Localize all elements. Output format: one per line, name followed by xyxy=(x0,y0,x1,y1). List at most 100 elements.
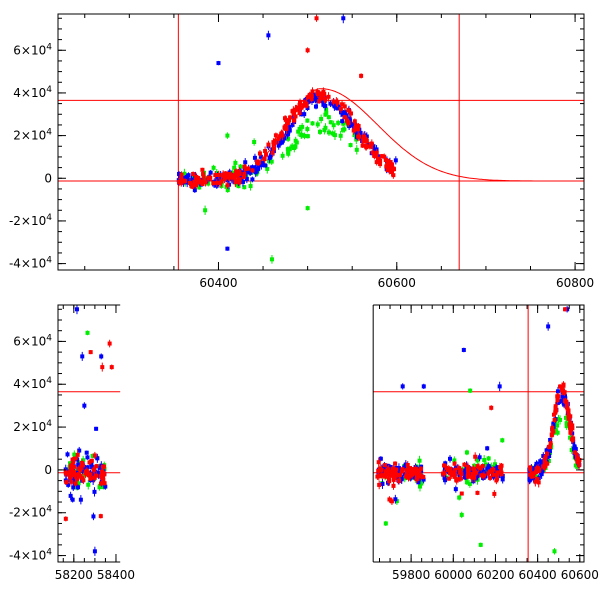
data-point xyxy=(190,182,195,187)
data-point xyxy=(293,114,298,119)
data-point xyxy=(417,484,422,489)
data-point xyxy=(177,179,182,184)
data-point xyxy=(569,448,574,453)
axis-frame-left xyxy=(57,304,121,563)
data-point xyxy=(203,180,208,185)
data-point xyxy=(447,466,452,471)
data-point xyxy=(559,388,564,393)
data-point xyxy=(551,412,556,417)
data-point xyxy=(552,417,557,422)
data-point xyxy=(305,134,310,139)
data-point xyxy=(324,107,329,112)
data-point xyxy=(355,130,360,135)
data-point xyxy=(100,365,105,370)
data-point xyxy=(568,435,573,440)
data-point xyxy=(286,136,291,141)
data-point xyxy=(98,514,103,519)
data-point xyxy=(261,160,266,165)
data-point xyxy=(573,447,578,452)
data-point xyxy=(208,170,213,175)
data-point xyxy=(535,477,540,482)
data-point xyxy=(377,482,382,487)
data-point xyxy=(255,161,260,166)
data-point xyxy=(340,127,345,132)
data-point xyxy=(356,124,361,129)
data-point xyxy=(186,177,191,182)
data-point xyxy=(467,481,472,486)
data-point xyxy=(206,176,211,181)
data-point xyxy=(298,101,303,106)
data-point xyxy=(571,436,576,441)
data-point xyxy=(301,103,306,108)
data-point xyxy=(419,481,424,486)
data-point xyxy=(307,92,312,97)
data-point xyxy=(238,164,243,169)
data-point xyxy=(72,452,77,457)
data-point xyxy=(71,485,76,490)
data-point xyxy=(462,470,467,475)
data-point xyxy=(101,464,106,469)
data-point xyxy=(453,465,458,470)
data-point xyxy=(318,129,323,134)
data-point xyxy=(539,472,544,477)
data-point xyxy=(458,468,463,473)
data-point xyxy=(398,473,403,478)
data-point xyxy=(187,181,192,186)
data-point xyxy=(470,475,475,480)
data-point xyxy=(200,182,205,187)
data-point xyxy=(468,388,473,393)
data-point xyxy=(243,160,248,165)
data-point xyxy=(385,158,390,163)
data-point xyxy=(243,167,248,172)
data-point xyxy=(336,120,341,125)
data-point xyxy=(534,474,539,479)
data-point xyxy=(482,458,487,463)
data-point xyxy=(71,464,76,469)
data-point xyxy=(453,487,458,492)
data-point xyxy=(333,104,338,109)
data-point xyxy=(69,463,74,468)
data-point xyxy=(85,455,90,460)
data-point xyxy=(388,166,393,171)
x-tick-label: 58400 xyxy=(97,568,135,582)
y-tick-label: 0 xyxy=(44,171,52,185)
data-point xyxy=(383,469,388,474)
data-point xyxy=(454,478,459,483)
data-point xyxy=(528,467,533,472)
data-point xyxy=(464,450,469,455)
data-point xyxy=(575,455,580,460)
data-point xyxy=(317,99,322,104)
data-point xyxy=(244,176,249,181)
data-point xyxy=(564,415,569,420)
data-point xyxy=(560,398,565,403)
data-point xyxy=(292,118,297,123)
data-point xyxy=(499,463,504,468)
data-point xyxy=(376,468,381,473)
data-point xyxy=(278,133,283,138)
data-point xyxy=(412,469,417,474)
data-point xyxy=(378,466,383,471)
data-point xyxy=(287,147,292,152)
data-point xyxy=(87,460,92,465)
data-point xyxy=(354,147,359,152)
data-point xyxy=(197,185,202,190)
data-point xyxy=(449,470,454,475)
data-point xyxy=(360,143,365,148)
data-point xyxy=(79,461,84,466)
data-point xyxy=(369,144,374,149)
data-point xyxy=(71,459,76,464)
data-point xyxy=(263,163,268,168)
panel-top: 60400 60600 60800 -4×104 -2×104 0 2×104 4×104 6×… xyxy=(9,13,594,290)
data-point xyxy=(225,178,230,183)
data-point xyxy=(410,472,415,477)
data-point xyxy=(464,480,469,485)
data-point xyxy=(393,497,398,502)
data-point xyxy=(385,463,390,468)
data-point xyxy=(94,473,99,478)
data-point xyxy=(459,512,464,517)
data-point xyxy=(91,514,96,519)
data-point xyxy=(98,465,103,470)
data-point xyxy=(86,482,91,487)
data-point xyxy=(577,463,582,468)
plot-area xyxy=(58,305,584,562)
